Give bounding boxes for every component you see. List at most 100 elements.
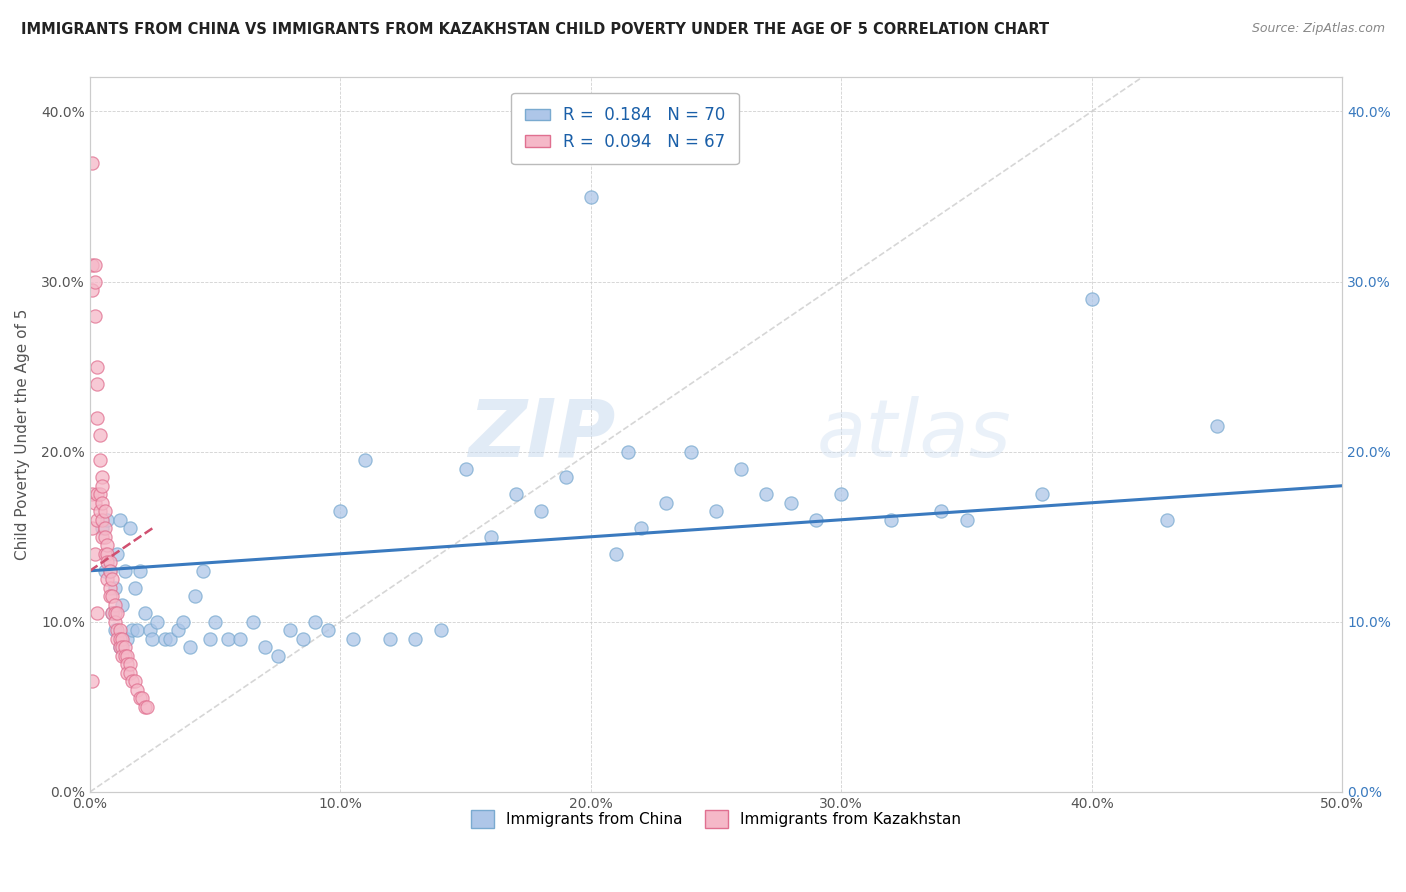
Legend: Immigrants from China, Immigrants from Kazakhstan: Immigrants from China, Immigrants from K… [464,804,967,834]
Text: ZIP: ZIP [468,396,616,474]
Y-axis label: Child Poverty Under the Age of 5: Child Poverty Under the Age of 5 [15,309,30,560]
Point [105,547,128,561]
Point [121,674,143,689]
Point [94,521,117,535]
Point [104,615,127,629]
Point [554,470,576,484]
Point [94,504,117,518]
Point [380,632,402,646]
Point [94,564,117,578]
Point [101,607,124,621]
Point [91,470,114,484]
Point [98,555,121,569]
Point [86,376,108,391]
Point [89,453,111,467]
Point [86,607,108,621]
Point [630,521,652,535]
Point [329,504,352,518]
Point [96,547,118,561]
Point [254,640,277,655]
Point [83,258,105,272]
Point [179,640,201,655]
Point [101,572,124,586]
Point [111,640,134,655]
Point [184,590,207,604]
Point [96,572,118,586]
Point [242,615,264,629]
Point [316,624,339,638]
Point [105,632,128,646]
Point [108,513,131,527]
Point [108,640,131,655]
Point [127,682,149,697]
Point [114,640,136,655]
Point [217,632,239,646]
Point [955,513,977,527]
Point [89,487,111,501]
Point [121,624,143,638]
Point [98,590,121,604]
Point [136,699,159,714]
Point [82,674,104,689]
Point [655,496,678,510]
Point [198,632,221,646]
Point [530,504,553,518]
Point [405,632,427,646]
Point [83,547,105,561]
Point [82,283,104,297]
Point [117,648,139,663]
Point [931,504,953,518]
Point [104,624,127,638]
Point [117,632,139,646]
Point [1081,292,1104,306]
Point [1031,487,1053,501]
Point [153,632,176,646]
Point [617,444,640,458]
Point [98,564,121,578]
Point [83,309,105,323]
Text: Source: ZipAtlas.com: Source: ZipAtlas.com [1251,22,1385,36]
Point [111,598,134,612]
Point [111,648,134,663]
Point [141,632,163,646]
Point [204,615,226,629]
Point [124,581,146,595]
Point [89,504,111,518]
Point [118,521,141,535]
Point [479,530,502,544]
Point [117,665,139,680]
Point [159,632,181,646]
Point [704,504,727,518]
Point [579,189,602,203]
Point [730,461,752,475]
Point [91,479,114,493]
Point [82,258,104,272]
Point [191,564,214,578]
Point [91,530,114,544]
Point [118,657,141,672]
Point [96,513,118,527]
Point [104,581,127,595]
Point [108,632,131,646]
Point [267,648,290,663]
Point [96,538,118,552]
Point [118,665,141,680]
Point [89,427,111,442]
Point [91,521,114,535]
Point [105,624,128,638]
Point [104,598,127,612]
Point [755,487,778,501]
Point [605,547,627,561]
Point [114,564,136,578]
Point [806,513,828,527]
Point [91,513,114,527]
Point [104,607,127,621]
Point [105,607,128,621]
Point [229,632,252,646]
Point [354,453,377,467]
Point [111,632,134,646]
Text: IMMIGRANTS FROM CHINA VS IMMIGRANTS FROM KAZAKHSTAN CHILD POVERTY UNDER THE AGE : IMMIGRANTS FROM CHINA VS IMMIGRANTS FROM… [21,22,1049,37]
Point [830,487,852,501]
Point [166,624,188,638]
Point [86,487,108,501]
